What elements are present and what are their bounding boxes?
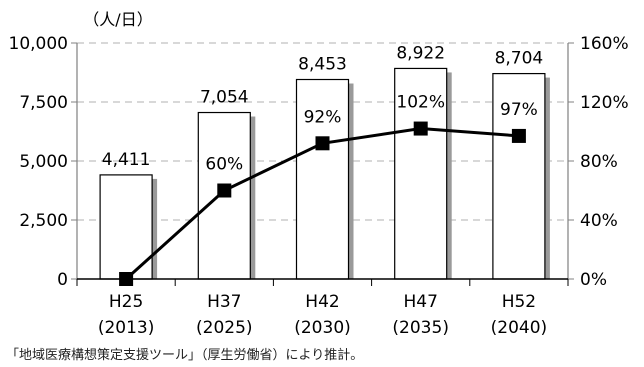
x-tick-label: H42 <box>305 292 339 312</box>
bar <box>295 78 350 280</box>
bar-value-label: 8,453 <box>298 55 347 75</box>
x-tick-label-year: (2030) <box>294 318 351 338</box>
bar <box>492 72 546 280</box>
ratio-marker <box>217 183 232 198</box>
bar-shadow <box>152 178 158 279</box>
ratio-value-label: 60% <box>205 155 243 175</box>
bar-shadow <box>348 83 354 279</box>
y2-tick-label: 80% <box>580 152 618 172</box>
ratio-marker <box>511 128 526 143</box>
x-tick-label: H52 <box>502 292 536 312</box>
y-tick-label: 7,500 <box>19 93 68 113</box>
y-tick-label: 5,000 <box>19 152 68 172</box>
x-tick-label: H25 <box>109 292 143 312</box>
ratio-value-label: 92% <box>304 107 342 127</box>
x-tick-label: H47 <box>403 292 437 312</box>
bar-shadow <box>250 116 256 279</box>
x-tick-label-year: (2013) <box>98 318 155 338</box>
bar-value-label: 7,054 <box>200 88 249 108</box>
ratio-marker <box>119 272 134 286</box>
y2-tick-label: 40% <box>580 211 618 231</box>
y-tick-label: 10,000 <box>9 34 68 54</box>
bar-value-label: 8,922 <box>396 43 445 63</box>
y2-tick-label: 0% <box>580 270 607 290</box>
unit-label: （人/日） <box>83 10 152 29</box>
ratio-marker <box>413 121 428 136</box>
y2-tick-label: 160% <box>580 34 629 54</box>
y2-tick-label: 120% <box>580 93 629 113</box>
source-note: 「地域医療構想策定支援ツール」（厚生労働省）により推計。 <box>6 348 364 363</box>
bar-value-label: 4,411 <box>102 150 151 170</box>
bar-shadow <box>544 77 550 279</box>
bars <box>99 67 550 280</box>
bar <box>394 67 448 280</box>
x-tick-label: H37 <box>207 292 241 312</box>
ratio-value-label: 97% <box>500 100 538 120</box>
bar-shadow <box>446 72 452 280</box>
data-labels: 4,411 7,054 8,453 8,922 8,704 60% 92% 102% 97% <box>102 43 543 174</box>
y-tick-label: 2,500 <box>19 211 68 231</box>
axes: 0 2,500 5,000 7,500 10,000 0% 40% 80% 120% 160% H2… <box>9 34 629 338</box>
ratio-marker <box>315 136 330 151</box>
x-tick-label-year: (2040) <box>491 318 548 338</box>
y-tick-label: 0 <box>57 270 68 290</box>
ratio-value-label: 102% <box>396 93 445 113</box>
ratio-line <box>119 121 526 286</box>
x-tick-label-year: (2025) <box>196 318 253 338</box>
bar-value-label: 8,704 <box>495 49 544 69</box>
x-tick-label-year: (2035) <box>392 318 449 338</box>
